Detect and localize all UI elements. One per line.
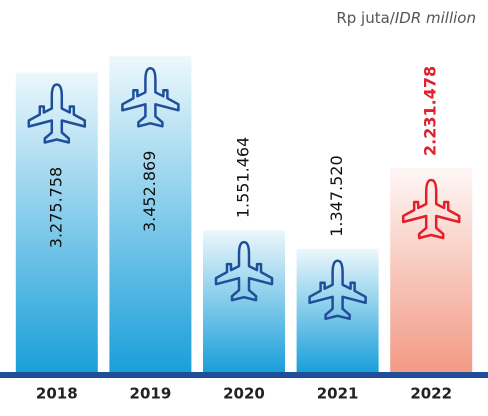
unit-main: Rp juta/ <box>336 9 395 27</box>
unit-label: Rp juta/IDR million <box>336 9 476 27</box>
x-tick-label: 2018 <box>36 385 78 403</box>
x-tick-label: 2022 <box>410 385 452 403</box>
unit-italic: IDR million <box>395 9 476 27</box>
value-label: 3.452.869 <box>140 151 159 232</box>
bar <box>203 230 285 372</box>
bar <box>296 248 379 372</box>
value-label: 3.275.758 <box>46 167 65 248</box>
bar <box>390 167 473 372</box>
x-tick-label: 2021 <box>317 385 359 403</box>
value-label: 2.231.478 <box>421 66 440 156</box>
x-tick-label: 2020 <box>223 385 265 403</box>
plane-icon <box>308 259 367 321</box>
plane-icon <box>27 83 87 144</box>
baseline <box>0 372 488 378</box>
value-label: 1.347.520 <box>327 155 346 236</box>
x-tick-label: 2019 <box>130 385 172 403</box>
plane-icon <box>121 67 180 128</box>
plane-icon <box>401 178 461 240</box>
plane-icon <box>214 240 274 302</box>
value-label: 1.551.464 <box>234 137 253 218</box>
